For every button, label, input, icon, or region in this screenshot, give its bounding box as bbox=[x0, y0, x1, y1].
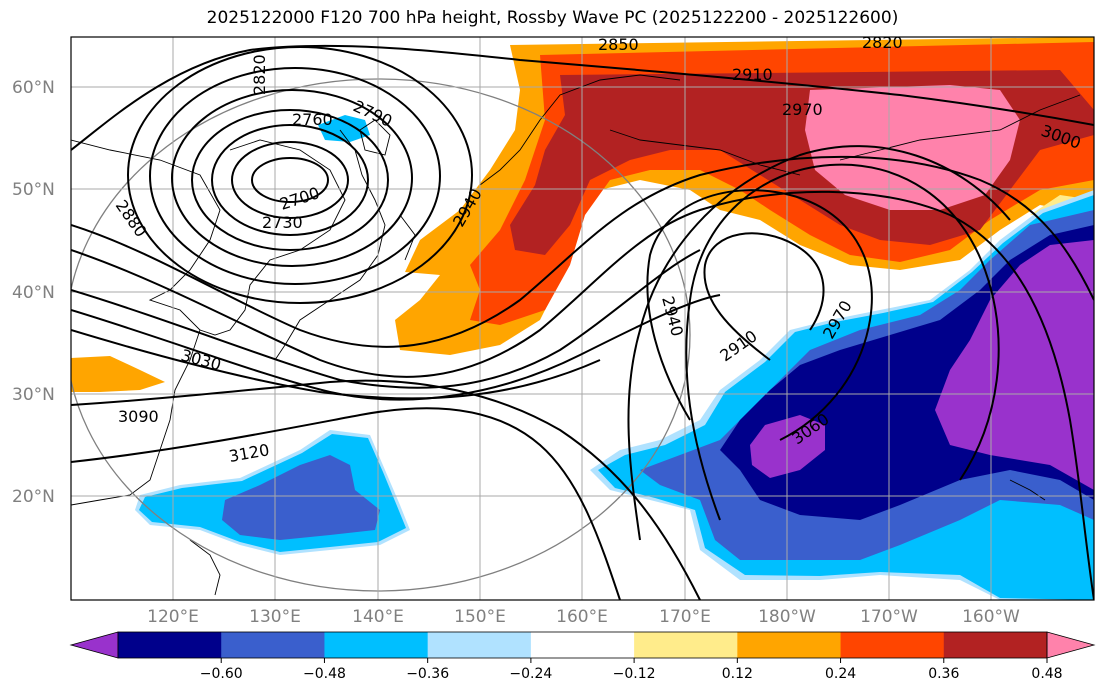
colorbar-box bbox=[737, 632, 842, 658]
colorbar-max-extend bbox=[1046, 631, 1096, 659]
colorbar-tick-label: 0.36 bbox=[928, 666, 959, 682]
map-title: 2025122000 F120 700 hPa height, Rossby W… bbox=[206, 8, 899, 28]
colorbar-tick-label: 0.48 bbox=[1031, 666, 1062, 682]
colorbar-outline bbox=[117, 631, 1048, 659]
positive-anomaly-west bbox=[71, 356, 165, 392]
positive-anomaly-pink bbox=[805, 85, 1020, 210]
contour-label: 2760 bbox=[292, 110, 333, 129]
colorbar-box bbox=[427, 632, 532, 658]
colorbar-boxes bbox=[118, 632, 1048, 658]
lon-label: 120°E bbox=[147, 607, 199, 627]
colorbar-tick-label: 0.24 bbox=[825, 666, 856, 682]
lat-label: 60°N bbox=[12, 78, 55, 98]
lat-label: 50°N bbox=[12, 180, 55, 200]
lat-label: 20°N bbox=[12, 487, 55, 507]
lon-label: 160°W bbox=[962, 607, 1020, 627]
colorbar-tick-labels: −0.60 −0.48 −0.36 −0.24 −0.12 0.12 0.24 0.36 0.4… bbox=[200, 658, 1063, 682]
lat-label: 40°N bbox=[12, 283, 55, 303]
colorbar-tick-label: −0.24 bbox=[509, 666, 552, 682]
lon-label: 130°E bbox=[249, 607, 301, 627]
contour-label: 2730 bbox=[262, 213, 303, 232]
negative-anomaly-south-royalblue bbox=[222, 455, 380, 540]
colorbar-tick-label: −0.36 bbox=[406, 666, 449, 682]
colorbar-tick-label: 0.12 bbox=[722, 666, 753, 682]
lon-label: 170°E bbox=[659, 607, 711, 627]
lon-label: 170°W bbox=[860, 607, 918, 627]
contour-label: 2970 bbox=[782, 100, 823, 119]
colorbar-box bbox=[221, 632, 325, 658]
longitude-labels: 120°E 130°E 140°E 150°E 160°E 170°E 180°… bbox=[147, 607, 1020, 627]
negative-anomaly-hokkaido-cyan bbox=[318, 115, 370, 142]
height-contours bbox=[71, 44, 1094, 600]
colorbar-box bbox=[530, 632, 635, 658]
colorbar-box bbox=[118, 632, 222, 658]
lon-label: 180°W bbox=[758, 607, 816, 627]
lat-label: 30°N bbox=[12, 385, 55, 405]
colorbar-min-extend bbox=[69, 631, 119, 659]
lon-label: 150°E bbox=[454, 607, 506, 627]
colorbar-tick-label: −0.48 bbox=[303, 666, 346, 682]
contour-label: 2850 bbox=[598, 35, 639, 54]
contour-label: 2820 bbox=[862, 33, 903, 52]
negative-anomaly-purple-east bbox=[935, 240, 1094, 490]
colorbar-box bbox=[324, 632, 429, 658]
colorbar-box bbox=[634, 632, 738, 658]
contour-label: 2910 bbox=[732, 65, 773, 84]
latitude-labels: 60°N 50°N 40°N 30°N 20°N bbox=[12, 78, 55, 507]
colorbar: −0.60 −0.48 −0.36 −0.24 −0.12 0.12 0.24 0.36 0.4… bbox=[69, 631, 1096, 682]
contour-label: 3090 bbox=[118, 407, 159, 426]
contour-label: 2820 bbox=[250, 54, 269, 95]
colorbar-tick-label: −0.12 bbox=[613, 666, 656, 682]
colorbar-tick-label: −0.60 bbox=[200, 666, 243, 682]
lon-label: 140°E bbox=[352, 607, 404, 627]
colorbar-box bbox=[943, 632, 1048, 658]
lon-label: 160°E bbox=[556, 607, 608, 627]
map-frame bbox=[70, 36, 1095, 601]
colorbar-box bbox=[840, 632, 945, 658]
